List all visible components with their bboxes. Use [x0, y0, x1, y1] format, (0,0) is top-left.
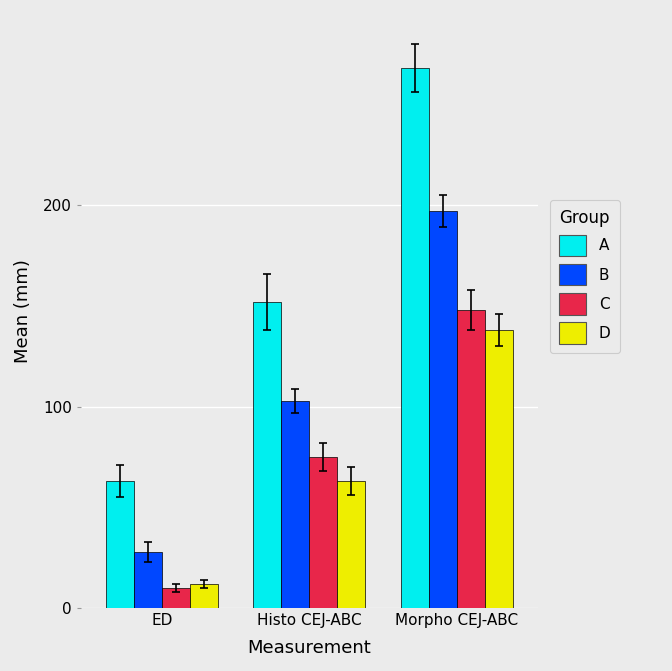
Y-axis label: Mean (mm): Mean (mm) — [14, 259, 32, 363]
Bar — [429, 211, 456, 608]
Legend: A, B, C, D: A, B, C, D — [550, 200, 620, 353]
Bar — [485, 330, 513, 608]
Bar — [309, 457, 337, 608]
Bar — [282, 401, 309, 608]
X-axis label: Measurement: Measurement — [247, 639, 371, 657]
Bar — [401, 68, 429, 608]
Bar — [134, 552, 162, 608]
Bar — [106, 481, 134, 608]
Bar — [456, 310, 485, 608]
Bar — [190, 584, 218, 608]
Bar — [337, 481, 366, 608]
Bar — [162, 588, 190, 608]
Bar — [253, 302, 282, 608]
